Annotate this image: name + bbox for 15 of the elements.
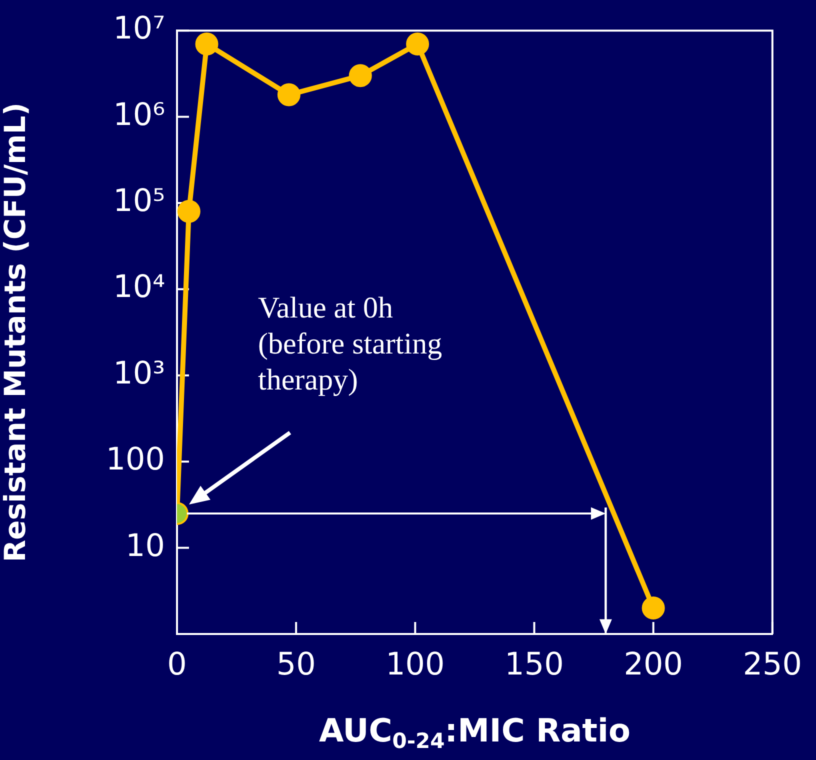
x-tick-label: 100: [386, 646, 445, 683]
x-tick-label: 50: [276, 646, 316, 683]
x-tick-label: 0: [167, 646, 187, 683]
y-tick-label: 10⁶: [113, 96, 165, 133]
x-tick-label: 150: [504, 646, 564, 683]
x-tick-label: 200: [624, 646, 683, 683]
y-tick-label: 10: [126, 528, 165, 564]
annotation: Value at 0h (before starting therapy): [258, 291, 442, 396]
y-tick-label: 10³: [113, 355, 165, 392]
y-tick-label: 10⁴: [113, 269, 165, 306]
y-axis-title: Resistant Mutants (CFU/mL): [0, 102, 32, 562]
y-tick-label: 10⁵: [113, 183, 165, 220]
y-tick-label: 100: [106, 442, 165, 478]
x-tick-label: 250: [742, 646, 802, 683]
y-tick-label: 10⁷: [113, 10, 165, 47]
